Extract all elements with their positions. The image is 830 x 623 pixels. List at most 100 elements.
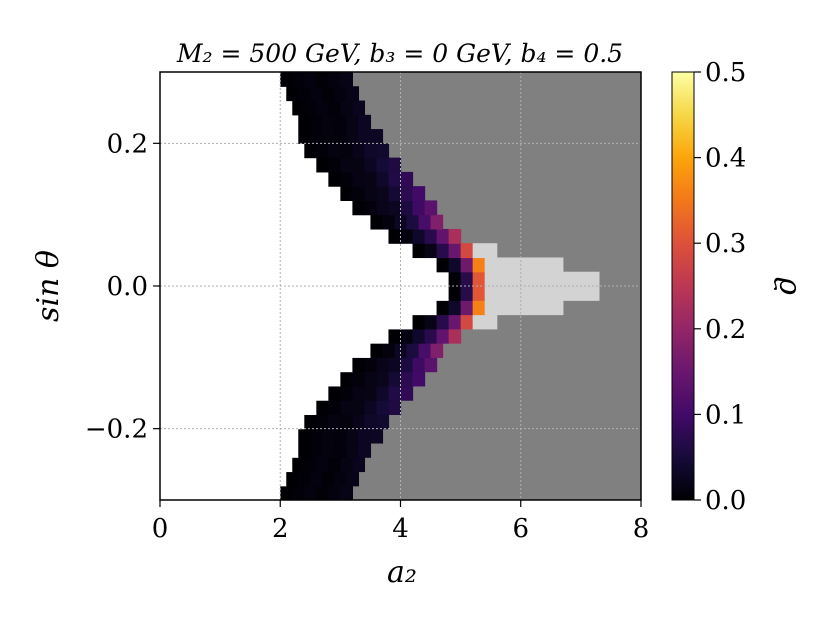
heatmap-cell xyxy=(346,442,360,458)
heatmap-cell xyxy=(358,129,372,144)
heatmap-cell xyxy=(280,72,293,87)
heatmap-cell xyxy=(436,300,450,316)
unphysical-region-cell xyxy=(160,471,287,487)
heatmap-cell xyxy=(346,114,360,130)
heatmap-cell xyxy=(364,371,378,387)
heatmap-cell xyxy=(370,214,384,230)
heatmap-cell xyxy=(388,385,402,401)
heatmap-cell xyxy=(334,471,347,487)
heatmap-cell xyxy=(400,200,414,216)
allowed-region-cell xyxy=(484,286,600,301)
colorbar-tick-label: 0.3 xyxy=(705,229,746,259)
heatmap-cell xyxy=(286,471,299,487)
heatmap-cell xyxy=(328,171,341,187)
heatmap-cell xyxy=(400,228,414,244)
heatmap-cell xyxy=(316,400,329,415)
heatmap-cells xyxy=(160,72,600,500)
heatmap-cell xyxy=(388,157,402,173)
unphysical-region-cell xyxy=(160,328,390,344)
heatmap-cell xyxy=(316,72,329,87)
heatmap-cell xyxy=(322,86,335,102)
heatmap-cell xyxy=(430,343,444,358)
heatmap-cell xyxy=(412,314,426,330)
heatmap-cell xyxy=(292,72,305,87)
unphysical-region-cell xyxy=(160,186,341,201)
unphysical-region-cell xyxy=(160,257,438,273)
heatmap-cell xyxy=(310,86,323,102)
heatmap-cell xyxy=(298,471,311,487)
heatmap-cell xyxy=(472,286,486,301)
heatmap-cell xyxy=(448,243,462,259)
heatmap-cell xyxy=(352,171,366,187)
heatmap-cell xyxy=(352,186,366,201)
heatmap-cell xyxy=(316,457,329,473)
heatmap-cell xyxy=(334,129,347,144)
unphysical-region-cell xyxy=(160,314,414,330)
heatmap-cell xyxy=(352,357,366,373)
gridlines xyxy=(160,72,641,500)
heatmap-cell xyxy=(346,86,360,102)
colorbar-tick-label: 0.1 xyxy=(705,400,746,430)
heatmap-cell xyxy=(340,143,353,159)
heatmap-cell xyxy=(412,243,426,259)
x-tick-label: 4 xyxy=(392,514,409,544)
unphysical-region-cell xyxy=(160,214,372,230)
heatmap-cell xyxy=(406,343,420,358)
heatmap-cell xyxy=(376,414,390,430)
heatmap-cell xyxy=(388,228,402,244)
heatmap-cell xyxy=(334,86,347,102)
unphysical-region-cell xyxy=(160,385,329,401)
heatmap-cell xyxy=(400,371,414,387)
heatmap-cell xyxy=(310,442,323,458)
heatmap-cell xyxy=(412,371,426,387)
unphysical-region-cell xyxy=(160,357,353,373)
heatmap-cell xyxy=(400,385,414,401)
unphysical-region-cell xyxy=(160,200,353,216)
unphysical-region-cell xyxy=(160,428,299,444)
heatmap-cell xyxy=(328,72,341,87)
heatmap-cell xyxy=(436,314,450,330)
colorbar xyxy=(671,71,695,501)
unphysical-region-cell xyxy=(160,400,317,415)
heatmap-cell xyxy=(340,186,353,201)
heatmap-cell xyxy=(388,357,402,373)
heatmap-cell xyxy=(292,485,305,500)
heatmap-cell xyxy=(412,328,426,344)
heatmap-cell xyxy=(334,442,347,458)
heatmap-cell xyxy=(364,143,378,159)
unphysical-region-cell xyxy=(160,371,341,387)
allowed-region-cell xyxy=(484,257,564,273)
x-axis-ticks: 0 2 4 6 8 xyxy=(152,500,649,544)
heatmap-cell xyxy=(328,157,341,173)
heatmap-cell xyxy=(340,457,353,473)
unphysical-region-cell xyxy=(160,457,293,473)
heatmap-cell xyxy=(310,129,323,144)
heatmap-cell xyxy=(364,385,378,401)
allowed-region-cell xyxy=(472,314,498,330)
heatmap-cell xyxy=(286,86,299,102)
x-axis-label: a₂ xyxy=(387,555,417,590)
heatmap-cell xyxy=(376,371,390,387)
heatmap-cell xyxy=(460,243,474,259)
heatmap-cell xyxy=(460,257,474,273)
heatmap-cell xyxy=(388,186,402,201)
heatmap-cell xyxy=(370,428,384,444)
heatmap-cell xyxy=(304,485,317,500)
heatmap-cell xyxy=(322,442,335,458)
heatmap-cell xyxy=(316,143,329,159)
heatmap-cell xyxy=(340,485,353,500)
heatmap-cell xyxy=(304,72,317,87)
heatmap-cell xyxy=(400,186,414,201)
heatmap-cell xyxy=(340,157,353,173)
heatmap-cell xyxy=(400,171,414,187)
heatmap-cell xyxy=(388,328,402,344)
heatmap-cell xyxy=(424,328,438,344)
plot-area xyxy=(160,72,641,500)
unphysical-region-cell xyxy=(160,72,281,87)
unphysical-region-cell xyxy=(160,114,299,130)
heatmap-cell xyxy=(412,200,426,216)
heatmap-cell xyxy=(340,414,353,430)
heatmap-cell xyxy=(352,371,366,387)
heatmap-cell xyxy=(346,471,360,487)
heatmap-cell xyxy=(340,385,353,401)
